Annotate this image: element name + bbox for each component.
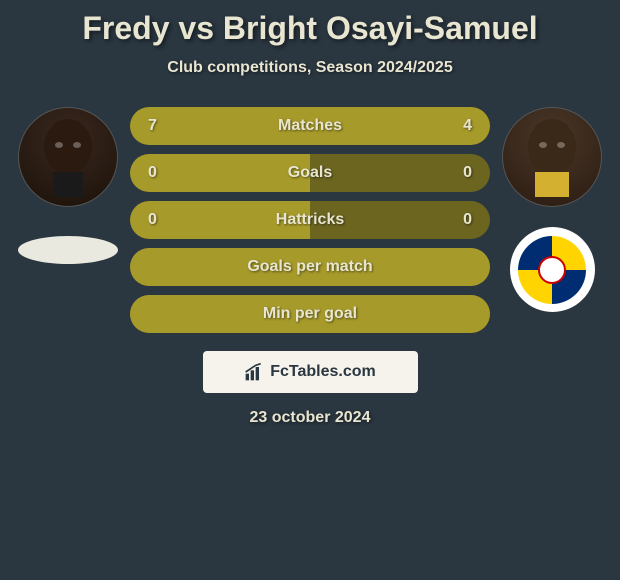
stat-value-left: 0	[148, 211, 157, 229]
stat-row: Hattricks 0 0	[130, 201, 490, 239]
stat-fill-left	[130, 154, 310, 192]
player-left-avatar	[18, 107, 118, 207]
stat-value-right: 0	[463, 211, 472, 229]
ellipse-badge-icon	[18, 236, 118, 264]
stat-row: Goals per match	[130, 248, 490, 286]
stat-row: Min per goal	[130, 295, 490, 333]
date: 23 october 2024	[0, 409, 620, 427]
brand-text: FcTables.com	[270, 363, 376, 381]
player-right-avatar	[502, 107, 602, 207]
player-right-column	[502, 107, 602, 312]
stat-label: Hattricks	[276, 211, 344, 229]
stat-row: Goals 0 0	[130, 154, 490, 192]
fenerbahce-crest-icon	[510, 227, 595, 312]
face-silhouette-icon	[33, 117, 103, 197]
stats-column: Matches 7 4 Goals 0 0 Hattricks 0 0 Goals per mat…	[130, 107, 490, 333]
subtitle: Club competitions, Season 2024/2025	[0, 59, 620, 77]
face-silhouette-icon	[517, 117, 587, 197]
club-right-logo	[502, 227, 602, 312]
stat-value-right: 0	[463, 164, 472, 182]
stat-label: Min per goal	[263, 305, 357, 323]
club-left-logo	[18, 227, 118, 272]
stat-row: Matches 7 4	[130, 107, 490, 145]
brand-box[interactable]: FcTables.com	[203, 351, 418, 393]
stat-label: Matches	[278, 117, 342, 135]
stat-label: Goals	[288, 164, 332, 182]
bar-chart-icon	[244, 362, 264, 382]
stat-value-left: 0	[148, 164, 157, 182]
stat-value-right: 4	[463, 117, 472, 135]
comparison-card: Fredy vs Bright Osayi-Samuel Club compet…	[0, 0, 620, 437]
stat-value-left: 7	[148, 117, 157, 135]
main-content: Matches 7 4 Goals 0 0 Hattricks 0 0 Goals per mat…	[0, 107, 620, 333]
stat-label: Goals per match	[247, 258, 372, 276]
title: Fredy vs Bright Osayi-Samuel	[0, 10, 620, 47]
player-left-column	[18, 107, 118, 272]
